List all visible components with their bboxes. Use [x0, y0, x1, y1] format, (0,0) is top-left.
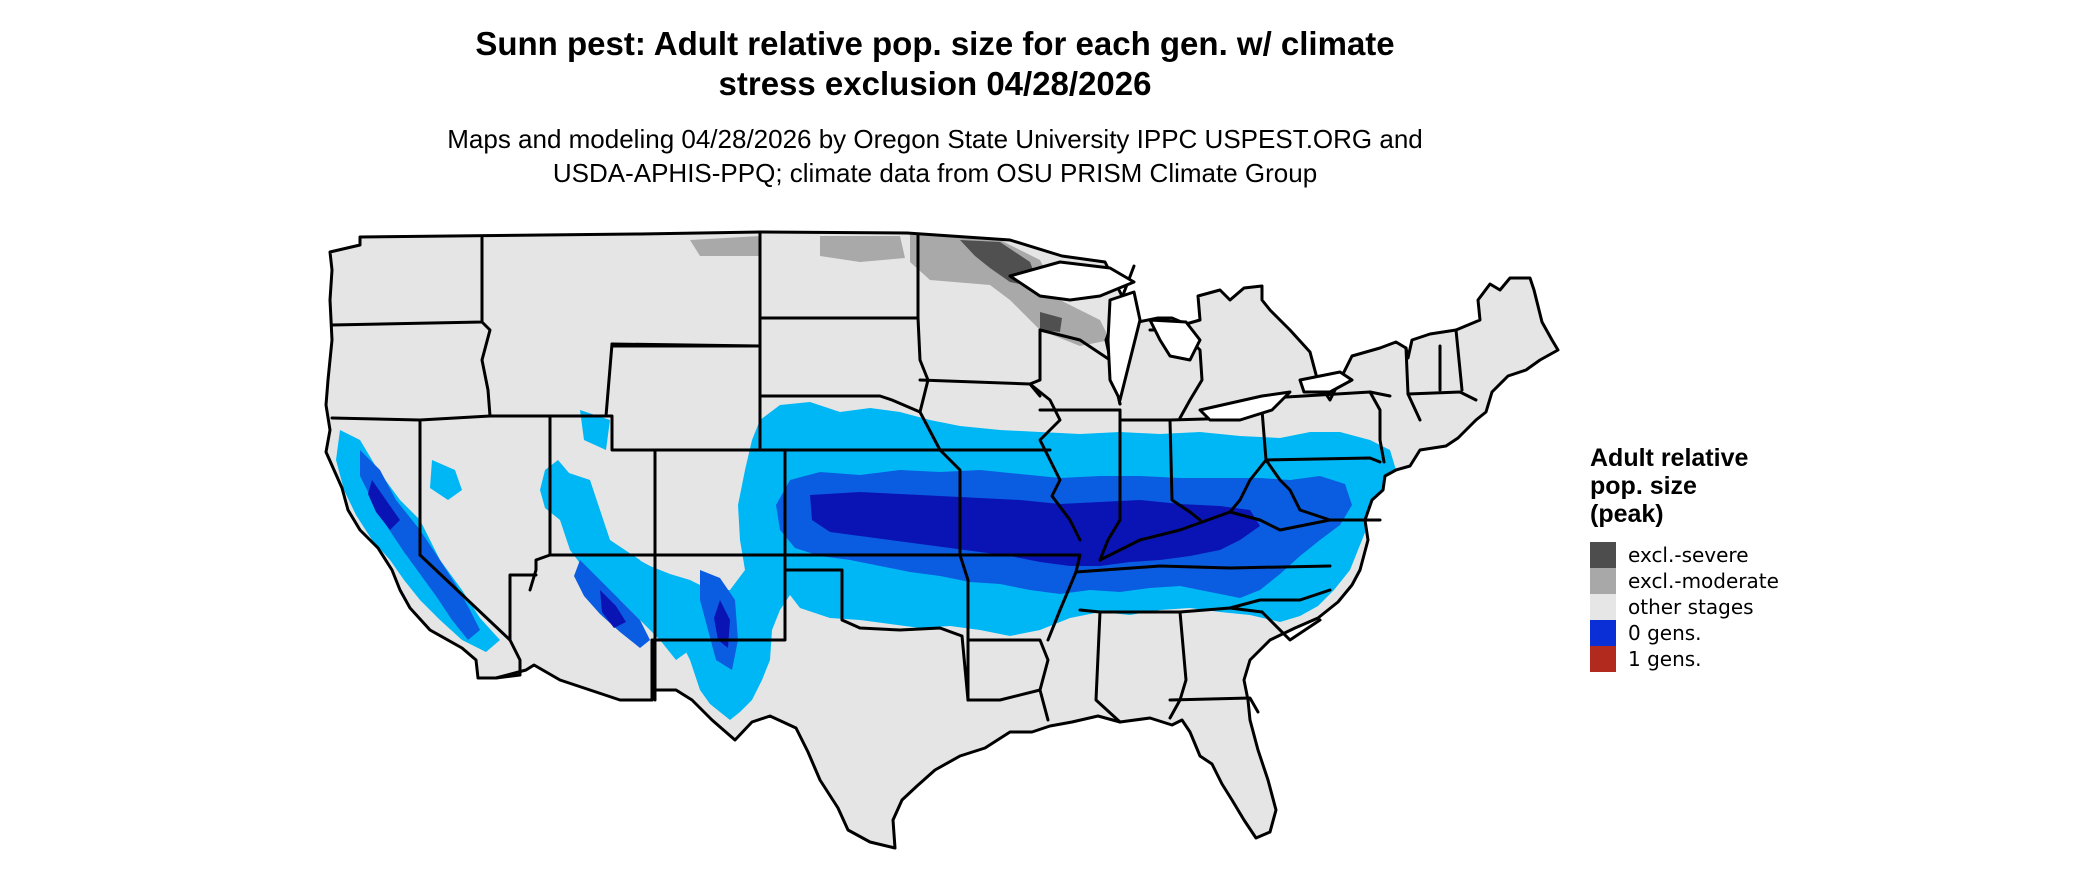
map-subtitle-line1: Maps and modeling 04/28/2026 by Oregon S…	[447, 124, 1423, 154]
legend-swatch-excl-moderate	[1590, 568, 1616, 594]
legend-item-zero-gens: 0 gens.	[1590, 620, 1830, 646]
legend-title-line1: Adult relative	[1590, 444, 1749, 472]
legend-item-one-gens: 1 gens.	[1590, 646, 1830, 672]
legend-item-other-stages: other stages	[1590, 594, 1830, 620]
legend-label-zero-gens: 0 gens.	[1628, 621, 1702, 645]
map-title-line1: Sunn pest: Adult relative pop. size for …	[475, 25, 1395, 62]
zero-gens-west-light-area	[336, 410, 690, 660]
legend-label-excl-severe: excl.-severe	[1628, 543, 1749, 567]
us-outline	[324, 230, 1560, 850]
state-borders	[330, 232, 1478, 724]
legend: Adult relative pop. size (peak) excl.-se…	[1590, 444, 1830, 672]
legend-swatch-excl-severe	[1590, 542, 1616, 568]
exclusion-severe-area	[960, 240, 1062, 332]
legend-swatch-zero-gens	[1590, 620, 1616, 646]
legend-title-line2: pop. size	[1590, 472, 1697, 500]
legend-label-one-gens: 1 gens.	[1628, 647, 1702, 671]
legend-swatch-one-gens	[1590, 646, 1616, 672]
map-title: Sunn pest: Adult relative pop. size for …	[300, 24, 1570, 104]
map-subtitle-line2: USDA-APHIS-PPQ; climate data from OSU PR…	[552, 158, 1318, 188]
legend-title-line3: (peak)	[1590, 500, 1664, 528]
great-lakes	[1008, 260, 1354, 422]
legend-item-excl-severe: excl.-severe	[1590, 542, 1830, 568]
legend-title: Adult relative pop. size (peak)	[1590, 444, 1830, 528]
legend-label-other-stages: other stages	[1628, 595, 1754, 619]
legend-item-excl-moderate: excl.-moderate	[1590, 568, 1830, 594]
map-subtitle: Maps and modeling 04/28/2026 by Oregon S…	[300, 122, 1570, 190]
zero-gens-west-medium-area	[360, 450, 738, 670]
zero-gens-dark-area	[810, 492, 1260, 566]
legend-swatch-other-stages	[1590, 594, 1616, 620]
map-title-line2: stress exclusion 04/28/2026	[718, 65, 1152, 102]
legend-label-excl-moderate: excl.-moderate	[1628, 569, 1779, 593]
